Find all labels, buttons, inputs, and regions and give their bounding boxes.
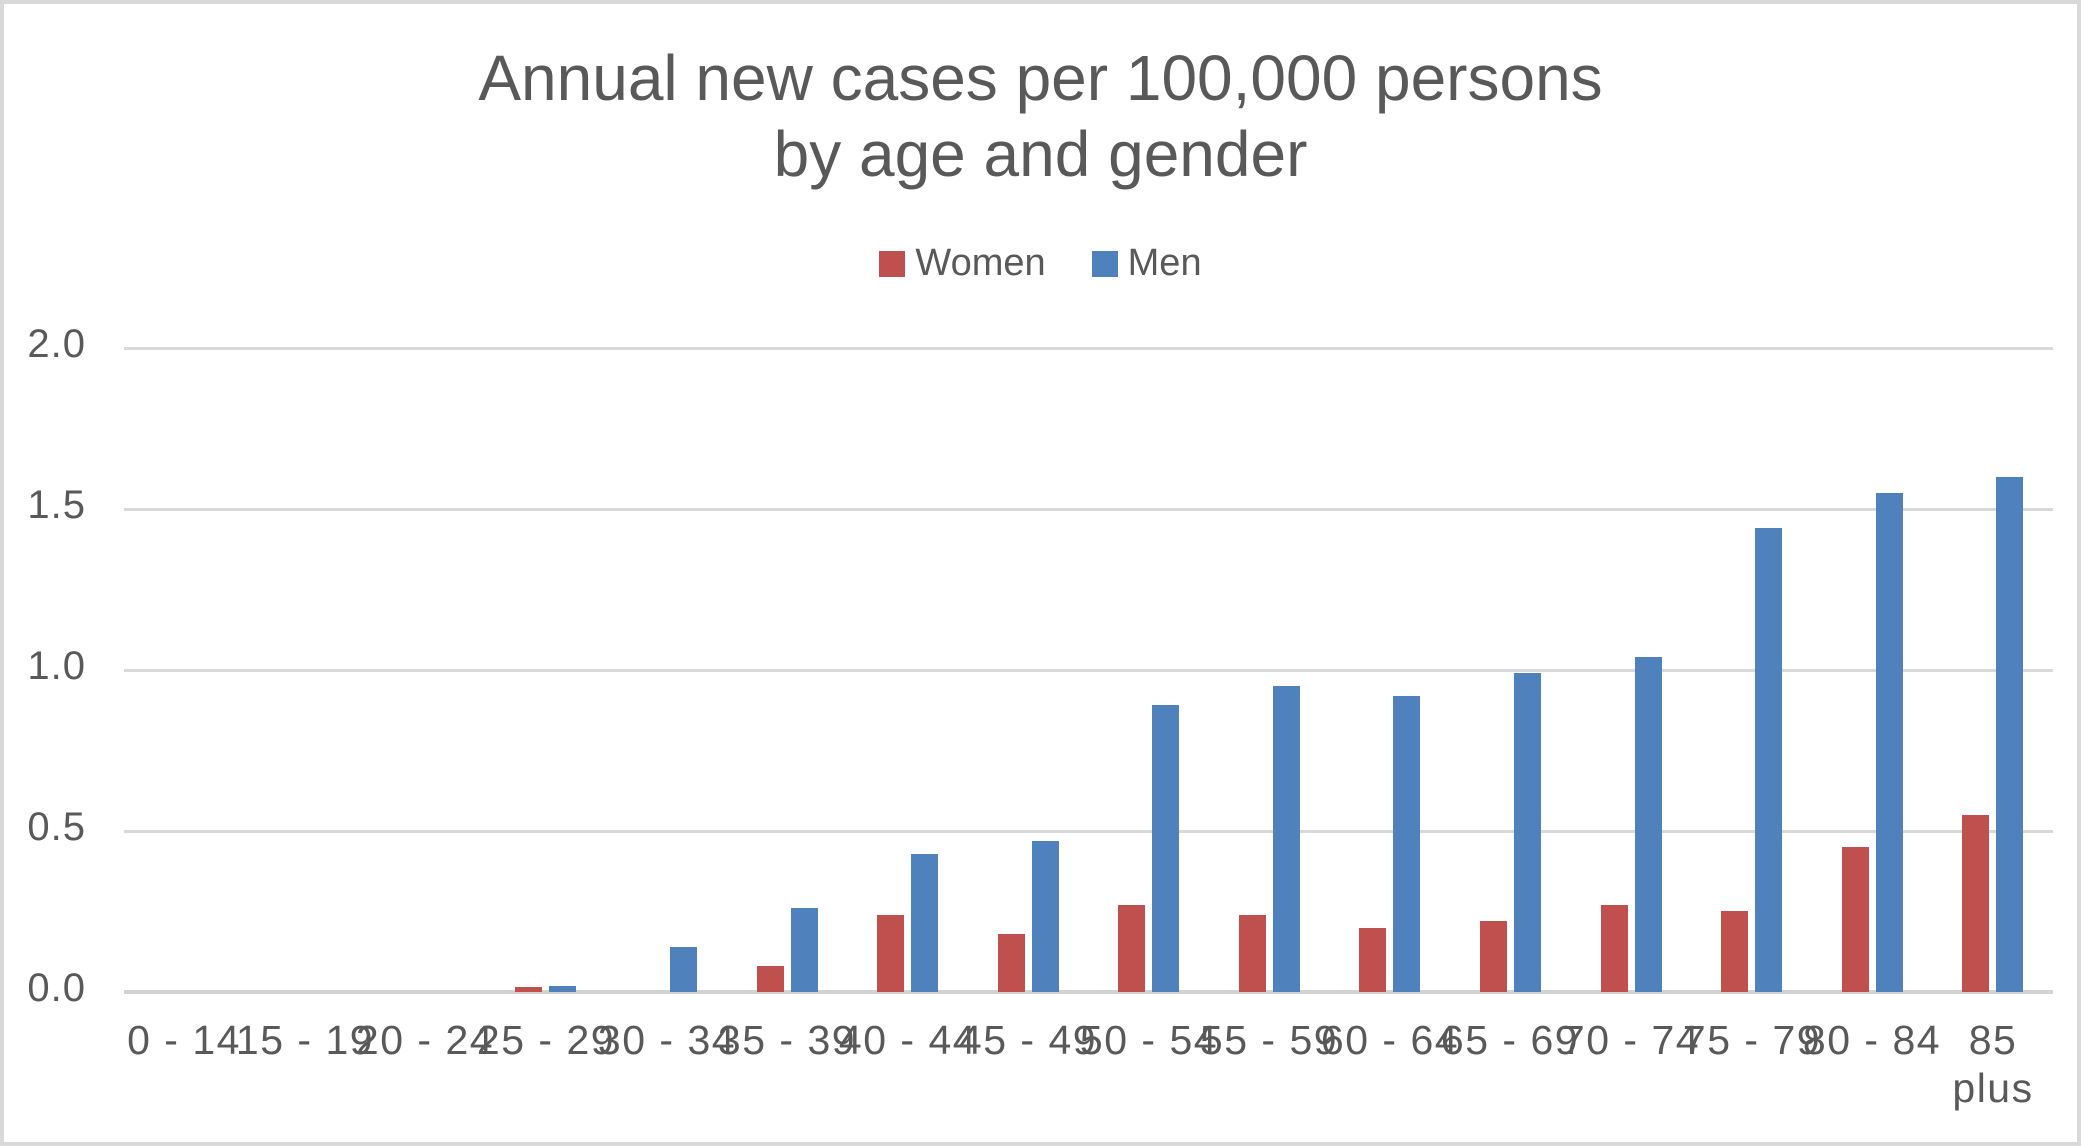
bar-men-60-64 (1393, 696, 1420, 992)
bar-women-40-44 (877, 915, 904, 992)
bar-women-65-69 (1480, 921, 1507, 992)
bar-men-70-74 (1635, 657, 1662, 992)
bar-men-45-49 (1032, 841, 1059, 992)
bar-women-80-84 (1842, 847, 1869, 992)
men-series-swatch-icon (1091, 250, 1118, 277)
legend-item-men: Men (1091, 242, 1202, 285)
gridline-y-1.5 (124, 508, 2053, 511)
gridline-y-2.0 (124, 347, 2053, 350)
x-tick-label-65-69: 65 - 69 (1440, 1017, 1580, 1063)
x-tick-label-55-59: 55 - 59 (1199, 1017, 1339, 1063)
bar-men-55-59 (1273, 686, 1300, 992)
bar-men-65-69 (1514, 673, 1541, 992)
gridline-y-0.5 (124, 830, 2053, 833)
bar-men-80-84 (1876, 493, 1903, 992)
women-series-swatch-icon (879, 250, 906, 277)
x-tick-label-20-24: 20 - 24 (355, 1017, 495, 1063)
chart-title: Annual new cases per 100,000 persons by … (4, 40, 2077, 192)
bar-men-35-39 (791, 908, 818, 992)
legend-label-women: Women (915, 242, 1046, 284)
bar-men-75-79 (1755, 528, 1782, 992)
gridline-y-1.0 (124, 669, 2053, 672)
x-tick-label-0-14: 0 - 14 (127, 1017, 241, 1063)
y-tick-label-1.5: 1.5 (27, 483, 86, 527)
bar-women-55-59 (1239, 915, 1266, 992)
x-tick-label-75-79: 75 - 79 (1682, 1017, 1822, 1063)
legend-item-women: Women (879, 242, 1046, 285)
x-tick-label-50-54: 50 - 54 (1079, 1017, 1219, 1063)
x-tick-label-85-plus: 85 plus (1952, 1017, 2034, 1111)
x-tick-label-40-44: 40 - 44 (838, 1017, 978, 1063)
x-tick-label-25-29: 25 - 29 (476, 1017, 616, 1063)
bar-women-75-79 (1721, 911, 1748, 992)
bar-men-50-54 (1152, 705, 1179, 992)
x-tick-label-30-34: 30 - 34 (597, 1017, 737, 1063)
x-tick-label-35-39: 35 - 39 (717, 1017, 857, 1063)
bar-men-25-29 (549, 986, 576, 992)
y-tick-label-1.0: 1.0 (27, 644, 86, 688)
chart-title-line2: by age and gender (773, 118, 1308, 190)
bar-women-35-39 (757, 966, 784, 992)
x-tick-label-60-64: 60 - 64 (1320, 1017, 1460, 1063)
x-tick-label-80-84: 80 - 84 (1802, 1017, 1942, 1063)
bar-women-50-54 (1118, 905, 1145, 992)
bar-women-45-49 (998, 934, 1025, 992)
legend: Women Men (4, 242, 2077, 285)
bar-women-70-74 (1601, 905, 1628, 992)
bar-women-60-64 (1359, 928, 1386, 992)
chart-title-line1: Annual new cases per 100,000 persons (478, 42, 1603, 114)
bar-men-40-44 (911, 854, 938, 992)
x-axis-line (124, 990, 2053, 994)
y-tick-label-0.0: 0.0 (27, 966, 86, 1010)
x-tick-label-15-19: 15 - 19 (235, 1017, 375, 1063)
bar-women-25-29 (515, 987, 542, 992)
x-tick-label-70-74: 70 - 74 (1561, 1017, 1701, 1063)
legend-label-men: Men (1127, 242, 1202, 284)
bar-women-85-plus (1962, 815, 1989, 992)
bar-men-30-34 (670, 947, 697, 992)
bar-men-85-plus (1996, 477, 2023, 992)
y-tick-label-2.0: 2.0 (27, 322, 86, 366)
x-tick-label-45-49: 45 - 49 (958, 1017, 1098, 1063)
y-tick-label-0.5: 0.5 (27, 805, 86, 849)
